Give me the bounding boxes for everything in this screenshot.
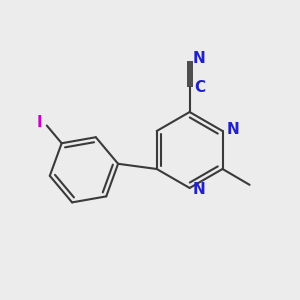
Text: N: N [192, 51, 205, 66]
Text: I: I [36, 116, 42, 130]
Text: C: C [194, 80, 205, 95]
Text: N: N [193, 182, 206, 197]
Text: N: N [226, 122, 239, 137]
